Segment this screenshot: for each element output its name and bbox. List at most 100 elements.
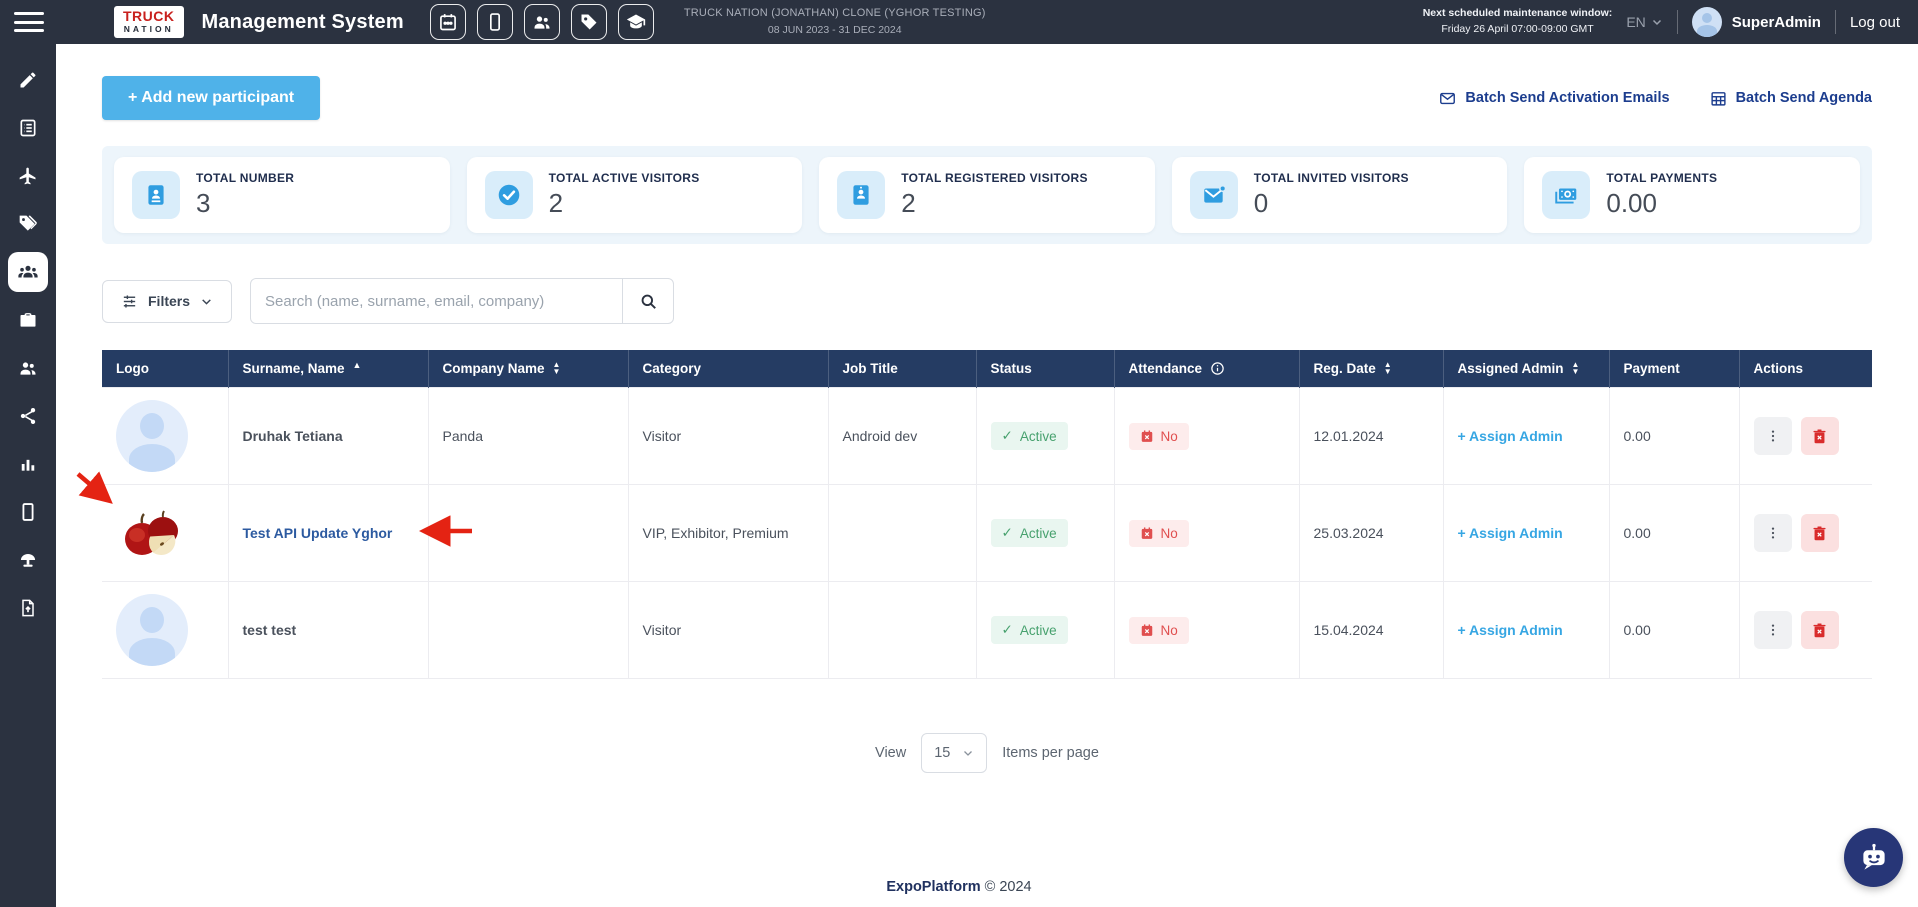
file-upload-icon: [22, 599, 34, 617]
divider: [1834, 10, 1836, 34]
participant-name[interactable]: Test API Update Yghor: [227, 484, 429, 582]
participant-name[interactable]: Druhak Tetiana: [227, 387, 429, 485]
participant-name[interactable]: test test: [227, 581, 429, 679]
delete-row-button[interactable]: [1800, 417, 1839, 455]
sidebar-item-travel[interactable]: [8, 156, 48, 196]
col-logo: Logo: [102, 350, 229, 388]
sort-icon[interactable]: ▲ ▼: [552, 359, 561, 376]
table-row[interactable]: Druhak Tetiana Panda Visitor Android dev…: [102, 387, 1872, 485]
sidebar-item-tags[interactable]: [8, 204, 48, 244]
envelope-dot-icon: [1189, 171, 1238, 219]
attendance-badge: No: [1128, 422, 1189, 450]
stat-card-active-visitors: TOTAL ACTIVE VISITORS 2: [466, 157, 803, 233]
envelope-icon: [1440, 92, 1456, 104]
assign-admin-link[interactable]: + Assign Admin: [1457, 428, 1563, 444]
batch-send-activation-emails-link[interactable]: Batch Send Activation Emails: [1439, 90, 1670, 107]
col-job-title: Job Title: [828, 350, 977, 388]
search-button[interactable]: [622, 278, 674, 324]
delete-row-button[interactable]: [1800, 611, 1839, 649]
check-icon: ✓: [1001, 622, 1013, 637]
calendar-icon[interactable]: [429, 4, 466, 40]
actions-row: + Add new participant Batch Send Activat…: [102, 76, 1872, 120]
reg-date-cell: 25.03.2024: [1298, 484, 1444, 582]
footer: ExpoPlatform © 2024: [0, 879, 1918, 895]
stats-panel: TOTAL NUMBER 3 TOTAL ACTIVE VISITORS 2: [102, 146, 1872, 244]
kebab-icon: [1771, 624, 1774, 636]
hamburger-menu-icon[interactable]: [14, 12, 44, 32]
row-menu-button[interactable]: [1753, 417, 1792, 455]
view-label: View: [875, 745, 907, 761]
logo-line2: NATION: [123, 24, 174, 35]
category-cell: Visitor: [627, 581, 829, 679]
sidebar-item-stands[interactable]: [8, 540, 48, 580]
payment-cell: 0.00: [1608, 581, 1740, 679]
user-menu[interactable]: SuperAdmin: [1691, 7, 1821, 37]
status-badge: ✓ Active: [990, 422, 1068, 450]
app-title: Management System: [201, 10, 404, 33]
check-icon: ✓: [1001, 525, 1013, 540]
sidebar-item-forms[interactable]: [8, 108, 48, 148]
job-title-cell: [827, 581, 977, 679]
sidebar-item-team[interactable]: [8, 348, 48, 388]
sidebar-item-exhibitors[interactable]: [8, 300, 48, 340]
sort-icon[interactable]: ▲ ▼: [1383, 359, 1392, 376]
delete-icon: [1813, 429, 1826, 443]
sidebar-item-import[interactable]: [8, 588, 48, 628]
sidebar-item-analytics[interactable]: [8, 444, 48, 484]
kebab-icon: [1771, 527, 1774, 539]
row-menu-button[interactable]: [1753, 514, 1792, 552]
sort-icon[interactable]: ▲ ▼: [1571, 359, 1580, 376]
stat-label: TOTAL INVITED VISITORS: [1253, 171, 1409, 185]
assign-admin-link[interactable]: + Assign Admin: [1457, 622, 1563, 638]
top-bar-right: Next scheduled maintenance window: Frida…: [1423, 6, 1900, 38]
bar-chart-icon: [21, 459, 35, 471]
avatar-placeholder: [116, 400, 188, 472]
add-new-participant-button[interactable]: + Add new participant: [102, 76, 321, 120]
stat-value: 2: [901, 188, 916, 218]
assign-admin-link[interactable]: + Assign Admin: [1457, 525, 1563, 541]
row-menu-button[interactable]: [1753, 611, 1792, 649]
search-icon: [641, 294, 656, 309]
table-row[interactable]: Test API Update Yghor VIP, Exhibitor, Pr…: [102, 484, 1872, 582]
logout-button[interactable]: Log out: [1849, 13, 1900, 31]
check-circle-icon: [484, 171, 533, 219]
smartphone-icon: [22, 503, 34, 521]
stat-value: 2: [548, 188, 564, 218]
mobile-icon[interactable]: [476, 4, 513, 40]
graduation-cap-icon[interactable]: [617, 4, 654, 40]
truck-nation-logo[interactable]: TRUCK NATION: [114, 6, 184, 38]
table-header-row: Logo Surname, Name ▲ Company Name ▲ ▼ Categ…: [102, 350, 1872, 388]
avatar: [1691, 7, 1722, 37]
stat-card-total-number: TOTAL NUMBER 3: [114, 157, 450, 233]
chatbot-button[interactable]: [1844, 828, 1903, 887]
pencil-icon: [20, 72, 36, 88]
sidebar-item-pencil[interactable]: [8, 60, 48, 100]
sidebar-item-mobile-app[interactable]: [8, 492, 48, 532]
col-status: Status: [976, 350, 1115, 388]
col-reg-date[interactable]: Reg. Date ▲ ▼: [1299, 350, 1444, 388]
reg-date-cell: 15.04.2024: [1298, 581, 1444, 679]
status-badge: ✓ Active: [990, 519, 1068, 547]
delete-row-button[interactable]: [1800, 514, 1839, 552]
sort-asc-icon[interactable]: ▲: [352, 360, 362, 370]
table-row[interactable]: test test Visitor ✓ Active No 15.04.2024 …: [102, 581, 1872, 679]
filters-button[interactable]: Filters: [102, 279, 233, 323]
batch-links: Batch Send Activation Emails Batch Send …: [1439, 90, 1872, 107]
col-surname-name[interactable]: Surname, Name ▲: [228, 350, 429, 388]
search-input[interactable]: [250, 278, 675, 324]
job-title-cell: Android dev: [827, 387, 977, 485]
people-icon[interactable]: [523, 4, 560, 40]
sidebar-item-share[interactable]: [8, 396, 48, 436]
language-selector[interactable]: EN: [1626, 14, 1662, 30]
col-assigned-admin[interactable]: Assigned Admin ▲ ▼: [1443, 350, 1610, 388]
logo-line1: TRUCK: [123, 8, 175, 25]
sidebar-item-participants[interactable]: [8, 252, 48, 292]
attendance-badge: No: [1128, 519, 1189, 547]
info-icon[interactable]: [1210, 361, 1225, 376]
batch-send-agenda-link[interactable]: Batch Send Agenda: [1710, 90, 1872, 107]
col-company-name[interactable]: Company Name ▲ ▼: [428, 350, 629, 388]
tag-icon[interactable]: [570, 4, 607, 40]
items-per-page-select[interactable]: 15: [921, 733, 988, 773]
delete-icon: [1813, 623, 1826, 637]
